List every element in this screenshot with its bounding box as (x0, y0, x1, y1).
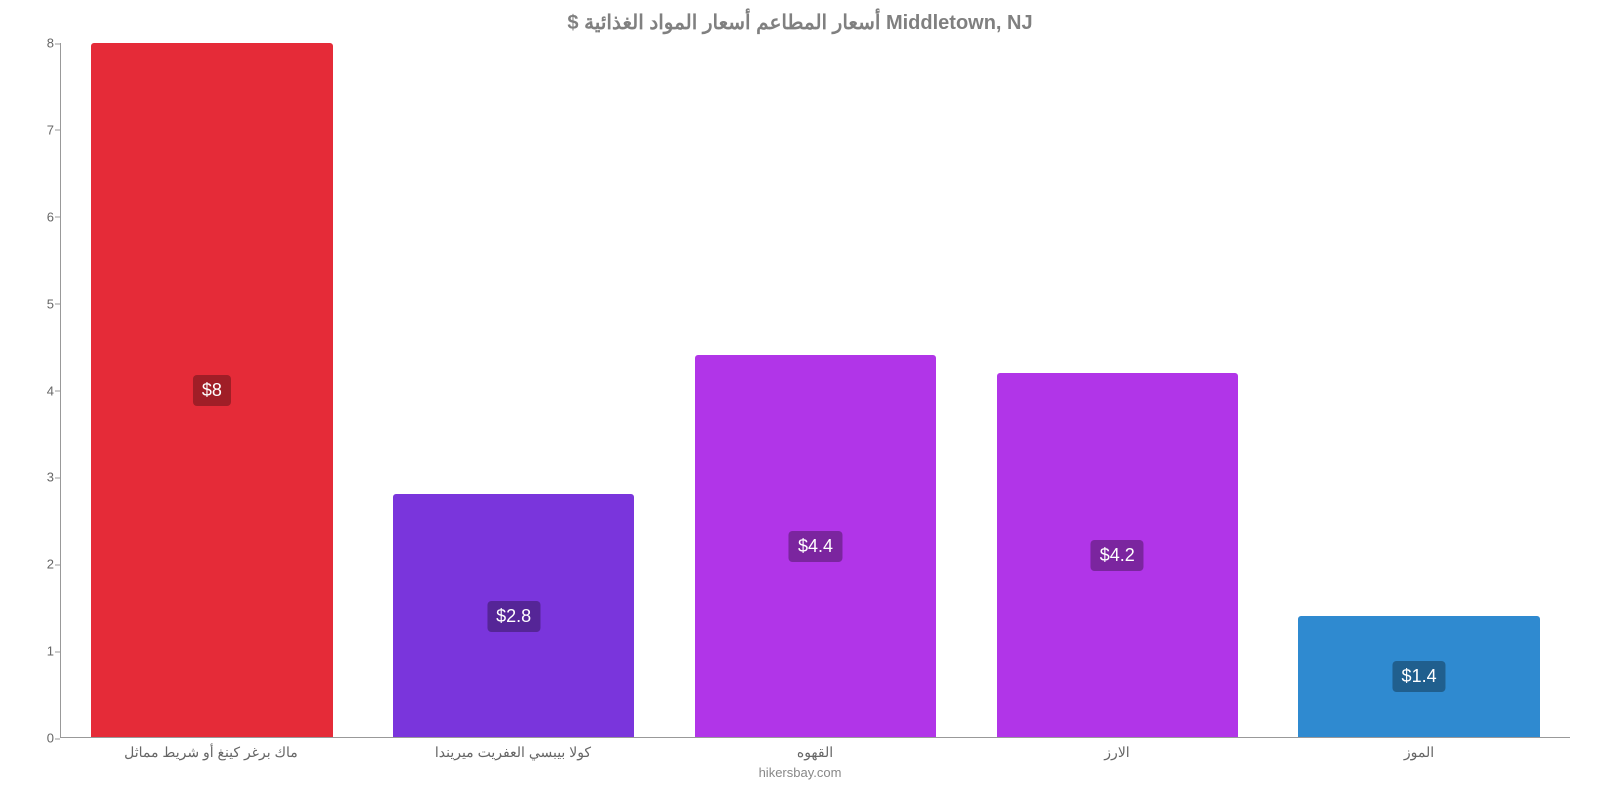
y-axis: 012345678 (30, 43, 60, 738)
bar: $2.8 (393, 494, 634, 737)
y-tick: 7 (47, 122, 54, 137)
y-tick: 4 (47, 383, 54, 398)
chart-source: hikersbay.com (30, 765, 1570, 780)
bar-slot: $4.2 (966, 43, 1268, 737)
y-tick: 1 (47, 644, 54, 659)
y-tick: 3 (47, 470, 54, 485)
x-axis-label: الارز (966, 738, 1268, 761)
y-tick: 2 (47, 557, 54, 572)
bar-value-label: $2.8 (487, 601, 540, 632)
bar: $4.4 (695, 355, 936, 737)
bar-value-label: $1.4 (1393, 661, 1446, 692)
chart-title: $ أسعار المطاعم أسعار المواد الغذائية Mi… (30, 10, 1570, 35)
x-axis-label: كولا بيبسي العفريت ميريندا (362, 738, 664, 761)
y-tick: 0 (47, 731, 54, 746)
bar-value-label: $4.4 (789, 531, 842, 562)
bar-slot: $4.4 (665, 43, 967, 737)
bars-container: $8 $2.8 $4.4 $4.2 $1.4 (61, 43, 1570, 737)
bar: $1.4 (1298, 616, 1539, 737)
bar: $8 (91, 43, 332, 737)
x-axis-labels: ماك برغر كينغ أو شريط مماثلكولا بيبسي ال… (60, 738, 1570, 761)
y-tick: 5 (47, 296, 54, 311)
bar-value-label: $8 (193, 375, 231, 406)
x-axis-label: القهوه (664, 738, 966, 761)
y-tick: 8 (47, 36, 54, 51)
x-axis-label: الموز (1268, 738, 1570, 761)
plot-zone: 012345678 $8$2.8$4.4$4.2$1.4 (30, 43, 1570, 738)
y-tick: 6 (47, 209, 54, 224)
bar: $4.2 (997, 373, 1238, 737)
bar-value-label: $4.2 (1091, 540, 1144, 571)
price-chart: $ أسعار المطاعم أسعار المواد الغذائية Mi… (0, 0, 1600, 800)
bar-slot: $2.8 (363, 43, 665, 737)
bar-slot: $8 (61, 43, 363, 737)
x-axis-label: ماك برغر كينغ أو شريط مماثل (60, 738, 362, 761)
bar-slot: $1.4 (1268, 43, 1570, 737)
plot-area: $8 $2.8 $4.4 $4.2 $1.4 (60, 43, 1570, 738)
